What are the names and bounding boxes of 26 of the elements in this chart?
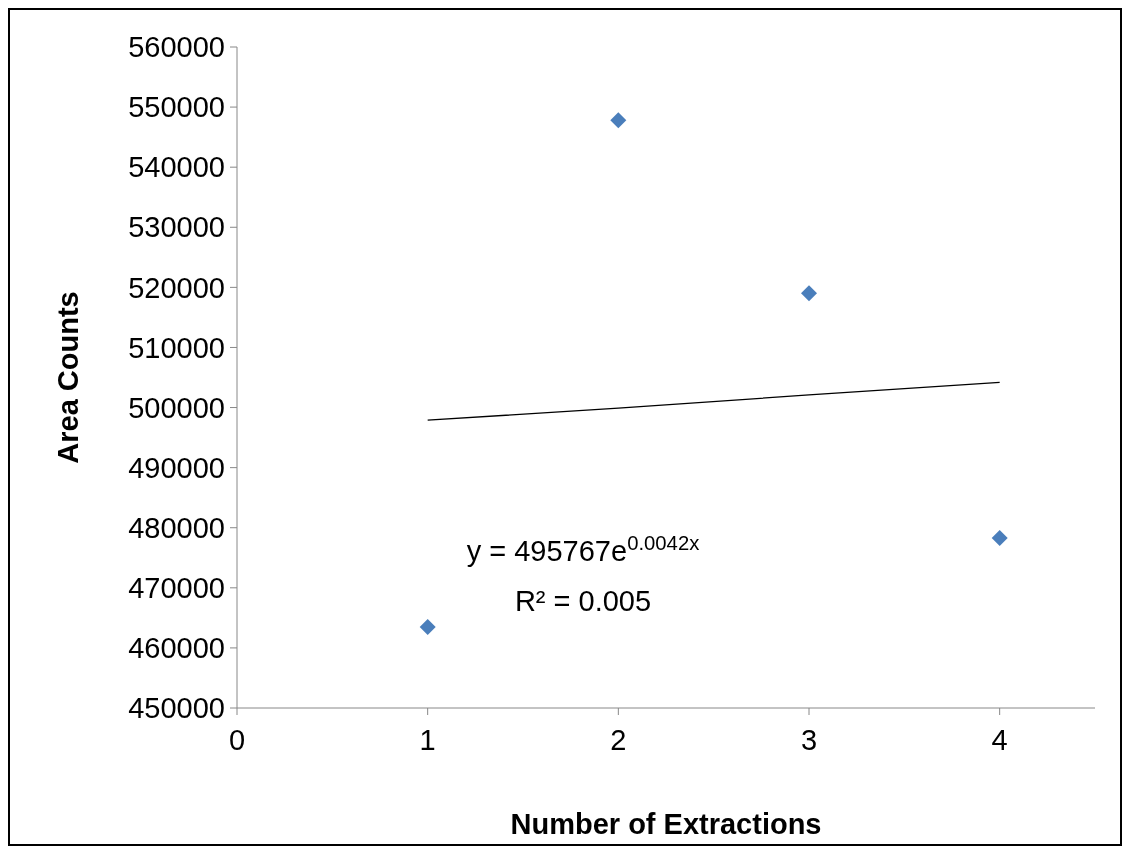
point: [991, 529, 1008, 546]
x-tick-label: 3: [800, 724, 818, 756]
point: [610, 112, 627, 129]
y-tick-label: 530000: [128, 211, 225, 244]
point: [801, 285, 817, 302]
y-tick-label: 450000: [128, 692, 225, 725]
line-series: [427, 381, 1001, 421]
x-tick-label: 4: [991, 724, 1008, 756]
annotation: R² = 0.005: [514, 585, 652, 617]
y-axis-title: Area Counts: [52, 291, 84, 464]
y-tick-label: 550000: [128, 91, 225, 124]
y-tick-label: 520000: [128, 271, 225, 304]
y-tick-label: 540000: [128, 151, 225, 184]
x-tick-label: 0: [228, 724, 246, 756]
x-tick-label: 2: [610, 724, 627, 756]
y-tick-label: 500000: [128, 391, 225, 424]
y-tick-label: 480000: [128, 511, 225, 544]
y-tick-label: 510000: [128, 331, 225, 364]
y-tick-label: 460000: [128, 632, 225, 665]
y-tick-label: 490000: [128, 451, 225, 484]
annotation: y = 495767e$^{0.0042x}$: [466, 532, 700, 567]
x-tick-label: 1: [419, 724, 436, 756]
y-tick-label: 560000: [128, 31, 225, 64]
point: [419, 618, 436, 635]
y-tick-label: 470000: [128, 571, 225, 604]
x-axis-title: Number of Extractions: [510, 808, 822, 840]
